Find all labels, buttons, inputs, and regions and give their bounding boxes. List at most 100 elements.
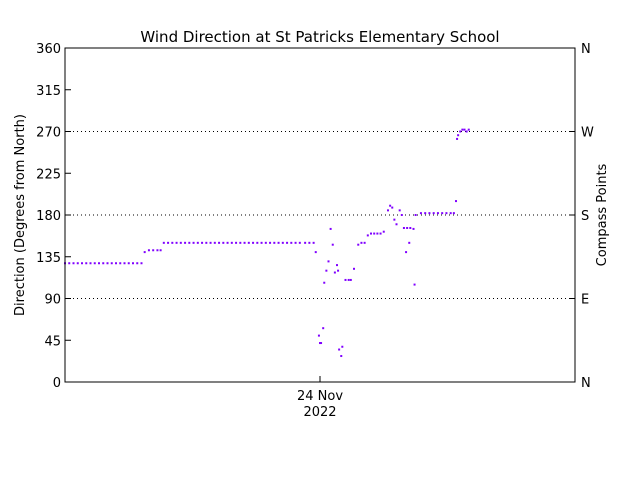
data-point [393, 218, 396, 221]
data-point [398, 209, 401, 212]
data-point [424, 212, 427, 215]
data-point [317, 334, 320, 337]
data-point [461, 128, 464, 131]
data-point [353, 267, 355, 270]
data-point [115, 262, 117, 265]
data-point [395, 223, 398, 226]
y-tick-label: 180 [36, 209, 61, 224]
data-points [64, 128, 470, 358]
compass-tick-label: S [581, 209, 589, 224]
data-point [357, 243, 360, 246]
y-tick-label: 0 [53, 376, 61, 391]
data-point [218, 241, 221, 244]
data-point [387, 209, 389, 212]
data-point [226, 241, 229, 244]
data-point [459, 130, 462, 133]
data-point [336, 264, 338, 267]
data-point [162, 241, 165, 244]
data-point [76, 262, 79, 265]
data-point [456, 137, 459, 140]
data-point [281, 241, 284, 244]
data-point [412, 227, 415, 230]
data-point [389, 204, 392, 207]
data-point [286, 241, 289, 244]
compass-tick-label: W [581, 126, 594, 141]
y-tick-label: 225 [36, 167, 61, 182]
y-tick-label: 45 [44, 334, 61, 349]
compass-tick-label: E [581, 293, 589, 308]
data-point [235, 241, 238, 244]
data-point [81, 262, 83, 265]
data-point [323, 281, 326, 284]
data-point [341, 345, 344, 348]
y-tick-label: 135 [36, 251, 61, 266]
y-tick-label: 90 [44, 293, 61, 308]
data-point [344, 278, 347, 281]
compass-tick-label: N [581, 376, 591, 391]
data-point [140, 262, 143, 265]
data-point [72, 262, 75, 265]
data-point [179, 241, 182, 244]
data-point [436, 212, 439, 215]
data-point [463, 128, 466, 131]
data-point [252, 241, 255, 244]
data-point [247, 241, 250, 244]
data-point [402, 226, 405, 229]
data-point [319, 342, 321, 345]
data-point [327, 260, 330, 263]
data-point [102, 262, 105, 265]
data-point [136, 262, 139, 265]
data-point [419, 212, 422, 215]
data-point [379, 232, 382, 235]
data-point [159, 249, 162, 252]
data-point [349, 278, 352, 281]
chart-title: Wind Direction at St Patricks Elementary… [140, 28, 499, 46]
data-point [409, 226, 412, 229]
data-point [333, 271, 336, 274]
data-point [184, 241, 187, 244]
data-point [363, 241, 366, 244]
data-point [106, 262, 109, 265]
data-point [406, 226, 409, 229]
data-point [222, 241, 225, 244]
data-point [428, 212, 431, 215]
x-tick-label: 24 Nov [297, 389, 343, 404]
data-point [405, 251, 408, 254]
y-axis: 0 45 90 135 180 225 270 315 360 [36, 42, 71, 391]
data-point [196, 241, 199, 244]
data-point [400, 214, 403, 216]
data-point [230, 241, 233, 244]
data-point [192, 241, 195, 244]
data-point [171, 241, 174, 244]
data-point [132, 262, 134, 265]
data-point [123, 262, 126, 265]
data-point [370, 232, 372, 235]
data-point [366, 234, 369, 237]
data-point [376, 232, 379, 235]
data-point [312, 241, 315, 244]
compass-tick-label: N [581, 42, 591, 57]
data-point [264, 241, 267, 244]
data-point [322, 327, 325, 330]
data-point [156, 249, 159, 252]
data-point [110, 262, 113, 265]
data-point [256, 241, 259, 244]
data-point [269, 241, 272, 244]
data-point [119, 262, 122, 265]
data-point [408, 241, 411, 244]
data-point [68, 262, 71, 265]
data-point [329, 227, 332, 230]
data-point [441, 212, 444, 215]
data-point [455, 200, 457, 203]
data-point [308, 241, 311, 244]
data-point [290, 241, 293, 244]
data-point [414, 214, 417, 216]
data-point [201, 241, 204, 244]
data-point [338, 348, 341, 351]
data-point [239, 241, 242, 244]
data-point [213, 241, 216, 244]
y-tick-label: 360 [36, 42, 61, 57]
data-point [432, 212, 435, 215]
